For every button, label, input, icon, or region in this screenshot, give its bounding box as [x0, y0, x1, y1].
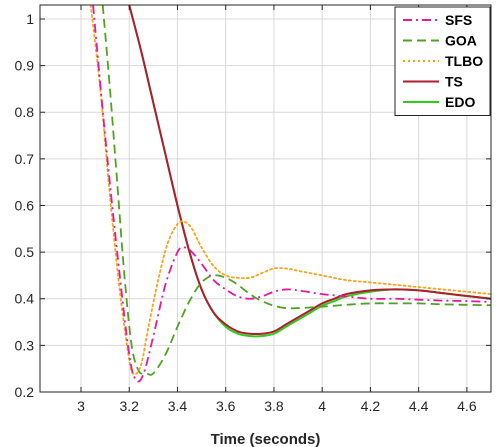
x-tick-label: 3.8	[264, 398, 284, 414]
x-tick-label: 3.6	[216, 398, 236, 414]
series-line-ts	[128, 5, 491, 336]
x-axis-label: Time (seconds)	[211, 431, 321, 447]
series-line-sfs	[92, 5, 491, 383]
legend-label-goa: GOA	[445, 33, 477, 49]
x-tick-label: 3.2	[120, 398, 140, 414]
legend-box	[394, 6, 491, 116]
series-line-tlbo	[89, 5, 491, 376]
x-axis-ticks: 3 3.2 3.4 3.6 3.8 4 4.2 4.4 4.6	[77, 5, 477, 414]
x-tick-label: 4.2	[361, 398, 381, 414]
x-tick-label: 4	[318, 398, 326, 414]
series-line-goa	[101, 5, 491, 376]
series-layer	[89, 5, 491, 383]
y-tick-label: 1	[26, 11, 34, 27]
x-tick-label: 4.6	[457, 398, 477, 414]
y-axis-ticks: 0.2 0.3 0.4 0.5 0.6 0.7 0.8 0.9 1	[15, 11, 491, 400]
y-tick-label: 0.3	[15, 337, 35, 353]
y-tick-label: 0.6	[15, 197, 35, 213]
x-tick-label: 3	[77, 398, 85, 414]
legend: SFS GOA TLBO TS EDO	[394, 6, 491, 116]
y-tick-label: 0.2	[15, 384, 35, 400]
legend-label-edo: EDO	[445, 94, 475, 110]
grid	[40, 5, 491, 393]
y-tick-label: 0.4	[15, 291, 35, 307]
y-tick-label: 0.8	[15, 104, 35, 120]
legend-label-sfs: SFS	[445, 12, 472, 28]
y-tick-label: 0.5	[15, 244, 35, 260]
legend-label-tlbo: TLBO	[445, 53, 483, 69]
x-tick-label: 4.4	[409, 398, 429, 414]
plot-frame	[39, 4, 492, 393]
x-tick-label: 3.4	[168, 398, 188, 414]
legend-label-ts: TS	[445, 74, 463, 90]
y-tick-label: 0.9	[15, 58, 35, 74]
y-tick-label: 0.7	[15, 151, 35, 167]
